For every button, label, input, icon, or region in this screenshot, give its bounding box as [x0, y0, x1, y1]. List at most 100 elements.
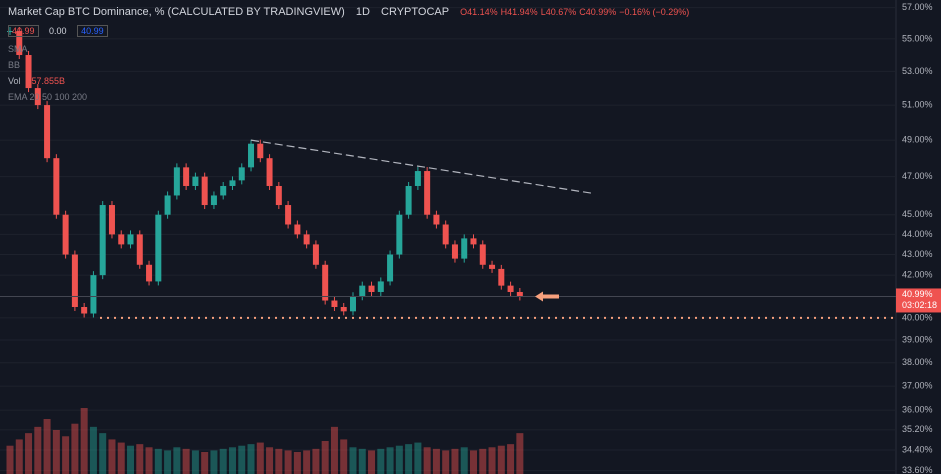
candle	[340, 307, 347, 312]
volume-bar	[460, 447, 468, 474]
volume-bar	[442, 450, 450, 474]
candle	[266, 158, 273, 186]
price-tag-label: 40.99%	[902, 289, 933, 299]
close: C40.99%	[579, 7, 617, 17]
ohlc: O41.14% H41.94% L40.67% C40.99% −0.16% (−0.2…	[460, 7, 697, 17]
volume-bar	[312, 448, 320, 474]
indicator-name: Vol	[8, 76, 21, 86]
y-tick-label: 33.60%	[902, 465, 933, 474]
candle	[201, 176, 208, 206]
volume-bar	[52, 430, 60, 474]
volume-bar	[275, 448, 283, 474]
volume-bar	[377, 448, 385, 474]
volume-bar	[154, 448, 162, 474]
countdown: 03:02:18	[902, 300, 937, 310]
trendline	[250, 139, 595, 195]
y-tick-label: 35.20%	[902, 424, 933, 434]
volume-bar	[228, 447, 236, 474]
volume-bar	[321, 441, 329, 474]
candle	[275, 185, 282, 206]
volume-bar	[432, 448, 440, 474]
price-tag	[896, 288, 941, 313]
candle	[62, 214, 69, 255]
spread: 0.00	[49, 26, 67, 36]
low: L40.67%	[540, 7, 577, 17]
y-tick-label: 51.00%	[902, 99, 933, 109]
volume-bar	[497, 445, 505, 474]
volume-bar	[266, 447, 274, 474]
candle	[285, 205, 292, 225]
volume-bar	[284, 450, 292, 474]
volume-bar	[173, 447, 181, 474]
candle	[414, 171, 421, 186]
candle	[238, 167, 245, 181]
indicator[interactable]: Vol 257.855B	[8, 76, 65, 86]
candle	[405, 185, 412, 215]
volume-bar	[108, 439, 116, 474]
candle	[34, 88, 41, 106]
volume-bar	[340, 439, 348, 474]
volume-bar	[127, 445, 135, 474]
candle	[81, 307, 88, 314]
volume-bar	[238, 445, 246, 474]
indicator[interactable]: SMA	[8, 44, 28, 54]
open: O41.14%	[460, 7, 498, 17]
y-tick-label: 44.00%	[902, 229, 933, 239]
volume-bar	[293, 452, 301, 474]
y-tick-label: 38.00%	[902, 357, 933, 367]
candle	[146, 264, 153, 282]
candle	[25, 55, 32, 89]
y-tick-label: 57.00%	[902, 2, 933, 12]
indicator[interactable]: EMA 20 50 100 200	[8, 92, 88, 102]
candle	[192, 176, 199, 186]
candle	[312, 244, 319, 265]
volume-bar	[470, 450, 477, 474]
candle	[257, 143, 264, 159]
y-tick-label: 53.00%	[902, 66, 933, 76]
candle	[71, 254, 78, 308]
y-tick-label: 42.00%	[902, 270, 933, 280]
volume-bar	[247, 444, 255, 474]
exchange: CRYPTOCAP	[381, 6, 450, 18]
candle	[507, 285, 514, 292]
candle	[7, 31, 13, 33]
volume-bar	[191, 450, 199, 474]
volume-bar	[516, 433, 524, 474]
volume-bar	[507, 444, 515, 474]
indicator[interactable]: BB	[8, 60, 21, 70]
candle	[16, 31, 23, 56]
candle	[387, 254, 394, 282]
volume-bar	[256, 442, 264, 474]
candle	[396, 214, 403, 255]
candle	[99, 205, 106, 276]
candle	[516, 291, 523, 297]
volume-bar	[210, 450, 218, 474]
y-tick-label: 36.00%	[902, 405, 933, 415]
y-tick-label: 43.00%	[902, 249, 933, 259]
volume-bar	[117, 442, 125, 474]
candle	[442, 224, 449, 245]
volume-bar	[89, 426, 97, 474]
header: Market Cap BTC Dominance, % (CALCULATED …	[8, 6, 705, 18]
volume-bar	[25, 433, 33, 474]
y-tick-label: 39.00%	[902, 334, 933, 344]
candle	[210, 195, 217, 206]
buy-price[interactable]: 40.99	[77, 25, 108, 37]
title: Market Cap BTC Dominance, % (CALCULATED …	[8, 6, 345, 18]
volume-bar	[358, 448, 366, 474]
sell-price[interactable]: 40.99	[8, 25, 39, 37]
candle	[53, 158, 60, 215]
candle	[303, 234, 310, 245]
volume-bar	[303, 450, 311, 474]
candle	[433, 214, 440, 225]
candle	[349, 296, 356, 312]
volume-bar	[34, 426, 42, 474]
volume-bar	[368, 450, 376, 474]
candle	[164, 195, 171, 215]
y-tick-label: 34.40%	[902, 444, 933, 454]
volume-bar	[479, 448, 487, 474]
candle	[461, 238, 468, 259]
volume-bar	[219, 448, 227, 474]
